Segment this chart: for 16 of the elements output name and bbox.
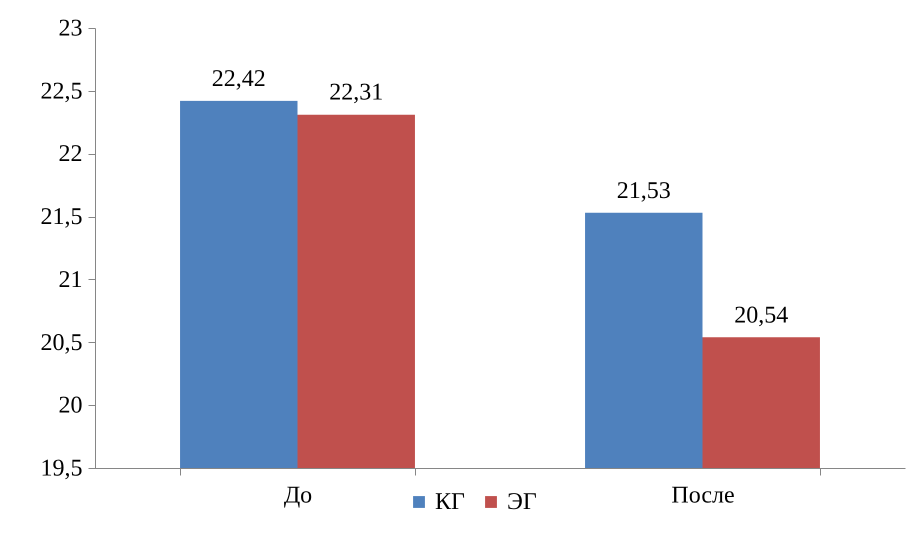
y-tick-label: 20,5 (40, 330, 82, 356)
data-label: 21,53 (616, 178, 671, 204)
y-tick-label: 21,5 (40, 204, 82, 230)
y-tick-label: 21 (58, 266, 82, 293)
legend-label: ЭГ (507, 489, 537, 515)
y-tick-label: 22,5 (40, 78, 82, 104)
y-tick-label: 19,5 (40, 456, 82, 482)
x-tick-label: До (284, 482, 312, 508)
data-label: 20,54 (734, 302, 788, 328)
y-tick-label: 20 (58, 392, 82, 419)
legend-label: КГ (435, 489, 466, 515)
y-tick-label: 22 (58, 141, 82, 168)
data-label: 22,42 (212, 66, 266, 92)
x-tick-label: После (671, 482, 735, 508)
y-tick-label: 23 (58, 16, 82, 42)
data-label: 22,31 (329, 80, 384, 106)
